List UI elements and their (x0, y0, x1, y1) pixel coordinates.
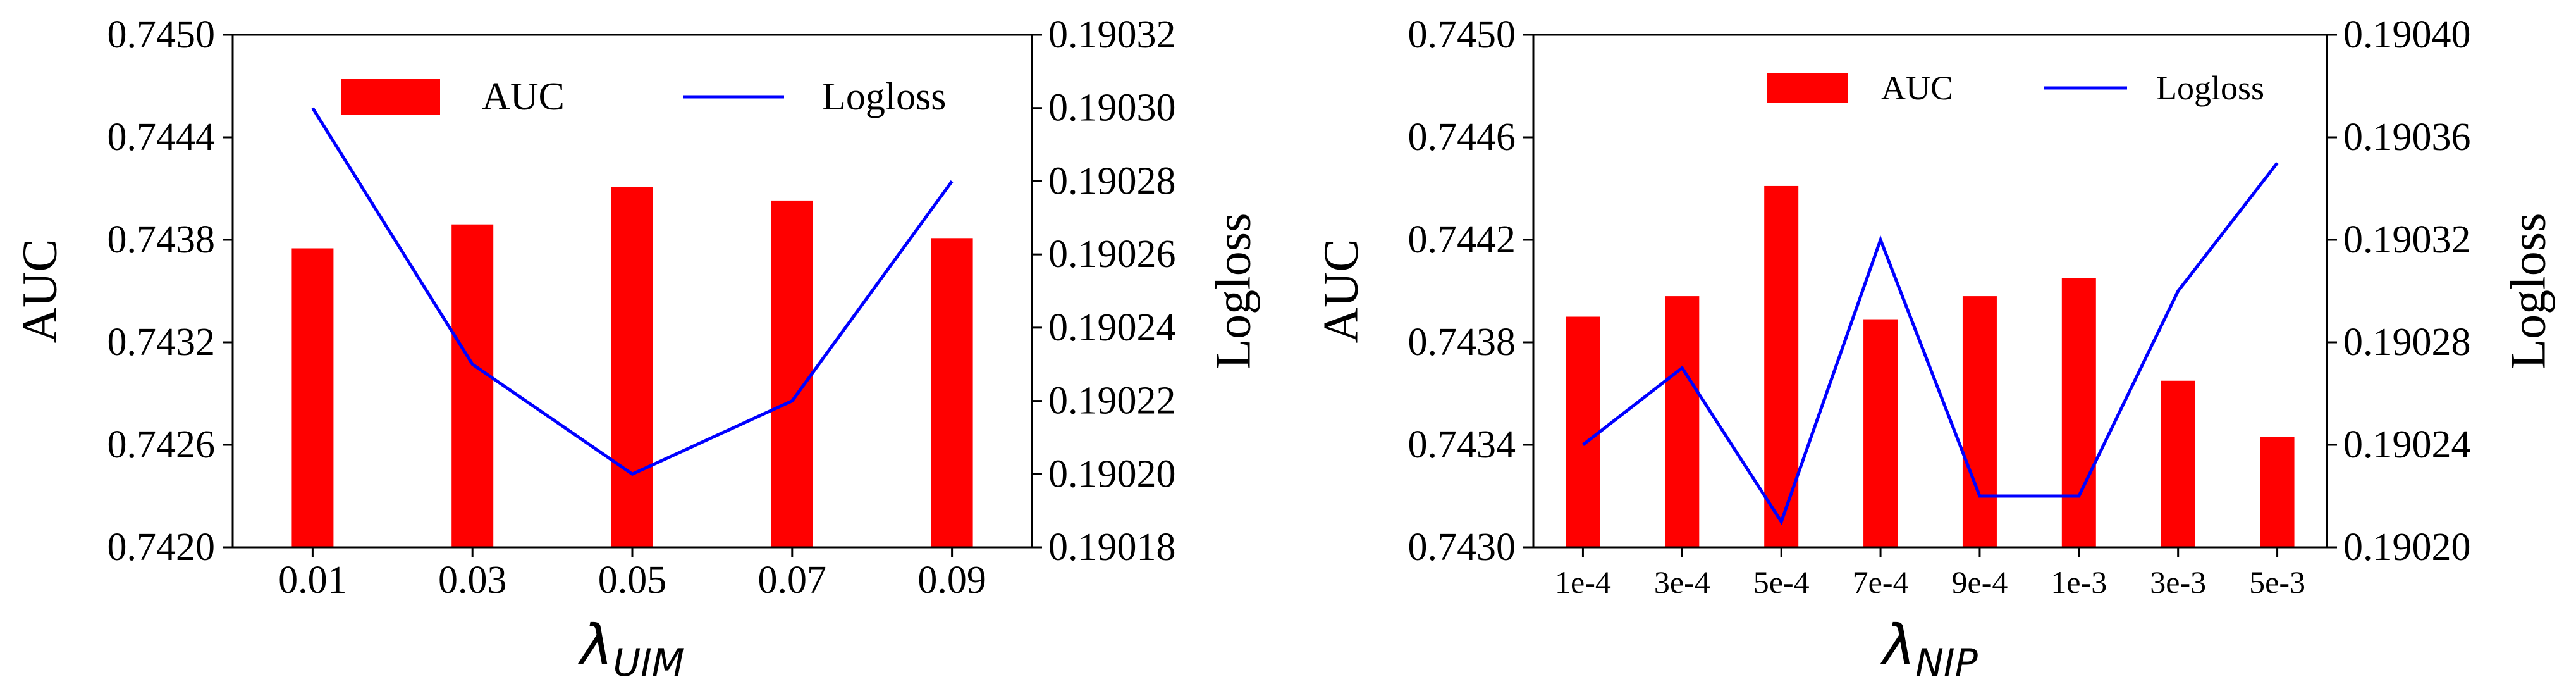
auc-bar (2161, 380, 2195, 547)
legend: AUC Logloss (1767, 69, 2264, 107)
y2-axis-title: Logloss (2501, 213, 2556, 369)
chart-panel-1: 0.7420 0.7426 0.7432 0.7438 0.7444 0.7450 0.19… (12, 13, 1261, 685)
y2-tick-label: 0.19028 (1048, 159, 1176, 202)
logloss-line (311, 107, 954, 476)
y2-tick-label: 0.19026 (1048, 233, 1176, 276)
x-axis-title-sub: NIP (1915, 641, 1977, 685)
y2-tick-label: 0.19018 (1048, 526, 1176, 569)
y-tick-label: 0.7420 (107, 526, 216, 569)
auc-bar (1566, 316, 1600, 547)
x-tick-label: 0.07 (758, 559, 827, 602)
x-tick-label: 5e-4 (1753, 564, 1810, 600)
x-tick-label: 0.09 (917, 559, 986, 602)
legend-logloss-label: Logloss (822, 75, 946, 118)
y2-tick-label: 0.19024 (2343, 423, 2471, 466)
logloss-line (1581, 161, 2279, 526)
legend-auc-swatch (341, 79, 440, 115)
legend: AUC Logloss (341, 75, 946, 118)
auc-bar (1863, 319, 1898, 547)
y-tick-label: 0.7438 (107, 218, 216, 261)
legend-logloss-label: Logloss (2156, 69, 2264, 107)
x-axis-title-sub: UIM (613, 641, 685, 685)
y2-tick-label: 0.19040 (2343, 13, 2471, 56)
y-tick-label: 0.7438 (1408, 321, 1516, 364)
auc-bar (2061, 278, 2096, 547)
legend-auc-label: AUC (1881, 69, 1953, 107)
x-tick-label: 1e-3 (2051, 564, 2107, 600)
y-tick-label: 0.7444 (107, 116, 216, 159)
chart-panel-2: 0.7430 0.7434 0.7438 0.7442 0.7446 0.7450 0.19… (1313, 13, 2556, 685)
y2-tick-label: 0.19036 (2343, 116, 2471, 159)
legend-auc-label: AUC (482, 75, 565, 118)
x-axis-title-main: λ (1880, 612, 1915, 678)
plot-frame (1532, 34, 2328, 549)
auc-bar (1665, 296, 1700, 547)
legend-auc-swatch (1767, 73, 1848, 103)
auc-bar (611, 187, 653, 547)
x-tick-label: 9e-4 (1952, 564, 2008, 600)
auc-bar (1962, 296, 1997, 547)
x-tick-label: 0.05 (598, 559, 667, 602)
y2-axis-title: Logloss (1206, 213, 1261, 369)
y2-tick-label: 0.19022 (1048, 380, 1176, 423)
auc-bar (931, 238, 973, 547)
x-tick-label: 1e-4 (1555, 564, 1611, 600)
x-tick-label: 3e-4 (1654, 564, 1710, 600)
y-tick-label: 0.7446 (1408, 116, 1516, 159)
auc-bar (1764, 185, 1799, 547)
auc-bar (771, 200, 813, 547)
y2-tick-label: 0.19020 (1048, 452, 1176, 495)
x-tick-label: 3e-3 (2150, 564, 2206, 600)
y-tick-label: 0.7432 (107, 321, 216, 364)
y-tick-label: 0.7434 (1408, 423, 1516, 466)
x-axis-title-main: λ (577, 612, 613, 678)
x-axis-title: λUIM (577, 612, 684, 685)
y2-tick-label: 0.19028 (2343, 321, 2471, 364)
y-tick-label: 0.7442 (1408, 218, 1516, 261)
x-axis-title: λNIP (1880, 612, 1978, 685)
auc-bar (2260, 437, 2295, 547)
x-tick-label: 0.01 (278, 559, 347, 602)
y-axis-title: AUC (1313, 239, 1368, 344)
y-tick-label: 0.7430 (1408, 526, 1516, 569)
auc-bar (291, 248, 334, 547)
y2-tick-label: 0.19024 (1048, 306, 1176, 349)
y2-tick-label: 0.19030 (1048, 87, 1176, 130)
y-tick-label: 0.7450 (107, 13, 216, 56)
y2-tick-label: 0.19032 (2343, 218, 2471, 261)
auc-bar (451, 224, 494, 547)
y-tick-label: 0.7450 (1408, 13, 1516, 56)
x-tick-label: 7e-4 (1853, 564, 1909, 600)
y-tick-label: 0.7426 (107, 423, 216, 466)
x-tick-label: 0.03 (438, 559, 507, 602)
x-tick-label: 5e-3 (2249, 564, 2305, 600)
y2-tick-label: 0.19020 (2343, 526, 2471, 569)
y2-tick-label: 0.19032 (1048, 13, 1176, 56)
y-axis-title: AUC (12, 239, 67, 344)
